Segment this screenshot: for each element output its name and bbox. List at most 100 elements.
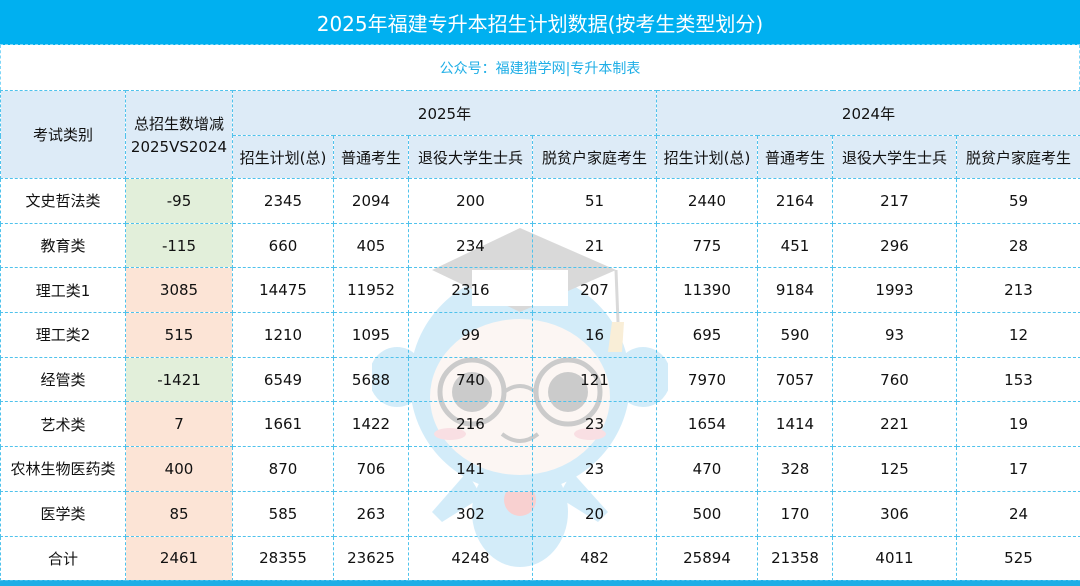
value-2024-cell: 760 xyxy=(832,356,957,403)
header-delta: 总招生数增减 2025VS2024 xyxy=(125,90,233,179)
value-2025-cell: 585 xyxy=(232,490,334,537)
category-cell: 理工类2 xyxy=(0,312,126,358)
table-row: 经管类 -1421 6549 5688 740 121 7970 7057 760 153 xyxy=(0,356,1080,403)
value-2024-cell: 7970 xyxy=(656,356,758,403)
value-2025-cell: 11952 xyxy=(333,267,409,314)
value-2025-cell: 2345 xyxy=(232,178,334,224)
value-2024-cell: 24 xyxy=(956,490,1080,537)
value-2024-cell: 590 xyxy=(757,312,833,358)
category-cell: 教育类 xyxy=(0,222,126,269)
header-2025-veteran: 退役大学生士兵 xyxy=(408,135,533,179)
delta-cell: 7 xyxy=(125,401,233,448)
value-2025-cell: 1422 xyxy=(333,401,409,448)
value-2024-cell: 1414 xyxy=(757,401,833,448)
value-2025-cell: 141 xyxy=(408,446,533,492)
value-2025-cell: 16 xyxy=(532,312,657,358)
value-2025-cell: 302 xyxy=(408,490,533,537)
value-2025-cell: 870 xyxy=(232,446,334,492)
value-2024-cell: 11390 xyxy=(656,267,758,314)
delta-cell: 3085 xyxy=(125,267,233,314)
value-2024-cell: 28 xyxy=(956,222,1080,269)
value-2025-cell: 6549 xyxy=(232,356,334,403)
value-2025-cell: 263 xyxy=(333,490,409,537)
table-row: 合计 2461 28355 23625 4248 482 25894 21358 4011 525 xyxy=(0,535,1080,582)
value-2024-cell: 9184 xyxy=(757,267,833,314)
delta-cell: -115 xyxy=(125,222,233,269)
value-2025-cell: 2094 xyxy=(333,178,409,224)
value-2024-cell: 775 xyxy=(656,222,758,269)
value-2025-cell: 121 xyxy=(532,356,657,403)
delta-cell: 400 xyxy=(125,446,233,492)
value-2025-cell: 21 xyxy=(532,222,657,269)
value-2025-cell: 23 xyxy=(532,446,657,492)
value-2024-cell: 296 xyxy=(832,222,957,269)
delta-cell: 515 xyxy=(125,312,233,358)
value-2025-cell: 207 xyxy=(532,267,657,314)
category-cell: 经管类 xyxy=(0,356,126,403)
table-row: 医学类 85 585 263 302 20 500 170 306 24 xyxy=(0,490,1080,537)
category-cell: 农林生物医药类 xyxy=(0,446,126,492)
value-2025-cell: 660 xyxy=(232,222,334,269)
value-2024-cell: 125 xyxy=(832,446,957,492)
value-2024-cell: 2440 xyxy=(656,178,758,224)
header-category: 考试类别 xyxy=(0,90,126,179)
enrollment-table: 考试类别 总招生数增减 2025VS2024 2025年 2024年 招生计划(… xyxy=(0,90,1080,582)
header-2024-veteran: 退役大学生士兵 xyxy=(832,135,957,179)
value-2025-cell: 200 xyxy=(408,178,533,224)
value-2024-cell: 470 xyxy=(656,446,758,492)
value-2025-cell: 740 xyxy=(408,356,533,403)
category-cell: 理工类1 xyxy=(0,267,126,314)
value-2025-cell: 20 xyxy=(532,490,657,537)
category-cell: 艺术类 xyxy=(0,401,126,448)
value-2024-cell: 4011 xyxy=(832,535,957,582)
value-2024-cell: 451 xyxy=(757,222,833,269)
value-2024-cell: 2164 xyxy=(757,178,833,224)
value-2024-cell: 25894 xyxy=(656,535,758,582)
value-2025-cell: 706 xyxy=(333,446,409,492)
value-2024-cell: 1654 xyxy=(656,401,758,448)
value-2025-cell: 99 xyxy=(408,312,533,358)
delta-cell: -95 xyxy=(125,178,233,224)
value-2024-cell: 12 xyxy=(956,312,1080,358)
value-2025-cell: 23 xyxy=(532,401,657,448)
value-2025-cell: 23625 xyxy=(333,535,409,582)
page-title: 2025年福建专升本招生计划数据(按考生类型划分) xyxy=(0,0,1080,45)
header-delta-subtitle: 2025VS2024 xyxy=(130,138,228,156)
header-year-2025: 2025年 xyxy=(232,90,657,136)
table-row: 理工类1 3085 14475 11952 2316 207 11390 9184 1993 21… xyxy=(0,267,1080,314)
bottom-accent-bar xyxy=(0,580,1080,586)
value-2025-cell: 234 xyxy=(408,222,533,269)
value-2024-cell: 1993 xyxy=(832,267,957,314)
value-2025-cell: 482 xyxy=(532,535,657,582)
header-2024-total: 招生计划(总) xyxy=(656,135,758,179)
value-2024-cell: 328 xyxy=(757,446,833,492)
value-2025-cell: 2316 xyxy=(408,267,533,314)
header-2024-regular: 普通考生 xyxy=(757,135,833,179)
category-cell: 合计 xyxy=(0,535,126,582)
delta-cell: -1421 xyxy=(125,356,233,403)
table-row: 艺术类 7 1661 1422 216 23 1654 1414 221 19 xyxy=(0,401,1080,448)
value-2025-cell: 5688 xyxy=(333,356,409,403)
header-2024-poverty: 脱贫户家庭考生 xyxy=(956,135,1080,179)
value-2024-cell: 213 xyxy=(956,267,1080,314)
value-2024-cell: 59 xyxy=(956,178,1080,224)
header-2025-poverty: 脱贫户家庭考生 xyxy=(532,135,657,179)
category-cell: 医学类 xyxy=(0,490,126,537)
table-row: 文史哲法类 -95 2345 2094 200 51 2440 2164 217 59 xyxy=(0,178,1080,224)
value-2024-cell: 500 xyxy=(656,490,758,537)
value-2025-cell: 216 xyxy=(408,401,533,448)
value-2024-cell: 17 xyxy=(956,446,1080,492)
delta-cell: 85 xyxy=(125,490,233,537)
value-2024-cell: 93 xyxy=(832,312,957,358)
header-delta-title: 总招生数增减 xyxy=(133,115,224,133)
value-2024-cell: 153 xyxy=(956,356,1080,403)
source-caption: 公众号：福建猎学网|专升本制表 xyxy=(0,45,1080,90)
value-2025-cell: 51 xyxy=(532,178,657,224)
header-year-2024: 2024年 xyxy=(656,90,1080,136)
value-2025-cell: 405 xyxy=(333,222,409,269)
value-2025-cell: 4248 xyxy=(408,535,533,582)
value-2024-cell: 170 xyxy=(757,490,833,537)
table-row: 教育类 -115 660 405 234 21 775 451 296 28 xyxy=(0,222,1080,269)
value-2024-cell: 525 xyxy=(956,535,1080,582)
value-2025-cell: 14475 xyxy=(232,267,334,314)
